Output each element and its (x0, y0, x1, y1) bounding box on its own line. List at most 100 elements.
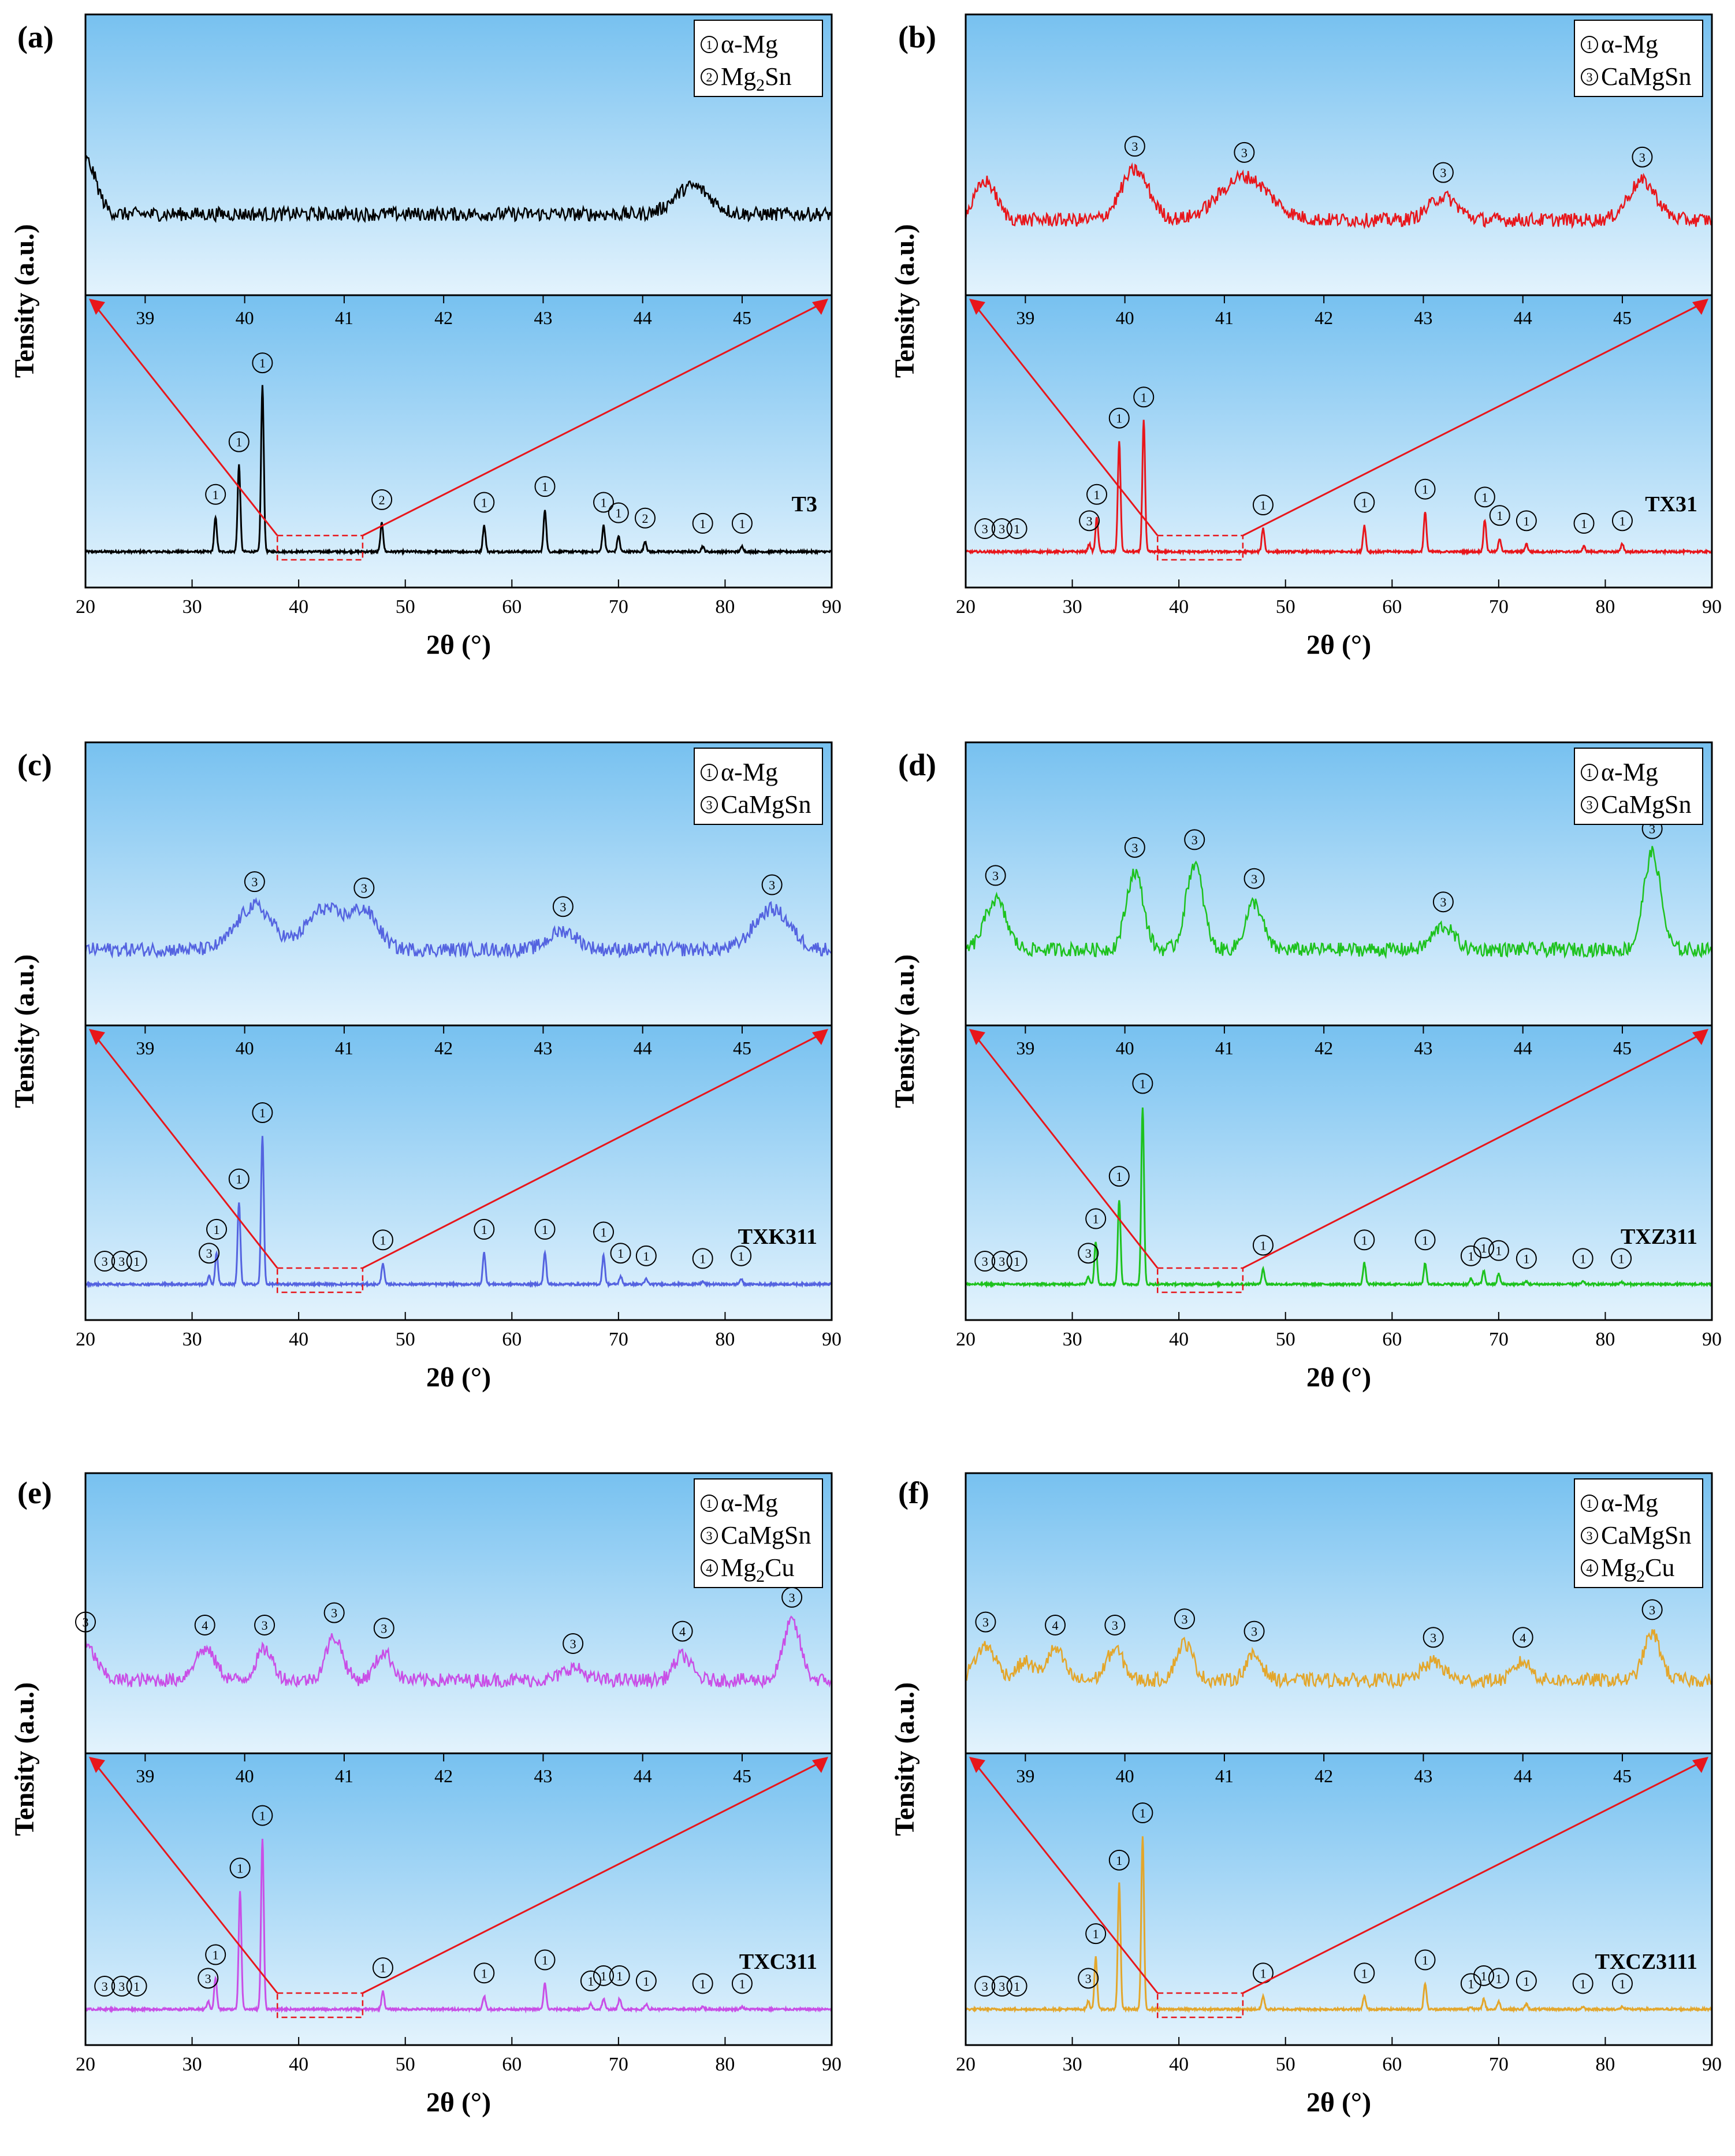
phase-marker: 3 (1079, 510, 1100, 531)
phase-marker: 1 (1460, 1973, 1481, 1994)
x-tick-label: 30 (1063, 2054, 1082, 2075)
axes-frame (84, 13, 833, 589)
inset-tick-label: 39 (136, 1038, 154, 1058)
phase-marker: 1 (692, 1973, 713, 1994)
phase-marker-number: 1 (1093, 1927, 1099, 1941)
legend-symbol-number: 3 (706, 798, 713, 812)
legend-symbol-number: 3 (1587, 798, 1593, 812)
phase-marker: 1 (1516, 1248, 1537, 1269)
main-background (966, 1753, 1712, 2045)
inset-tick-label: 43 (534, 1765, 552, 1786)
main-background (966, 295, 1712, 588)
legend-symbol-number: 4 (1587, 1561, 1593, 1575)
inset-pattern-line (84, 1615, 833, 1690)
phase-marker-number: 1 (1140, 1806, 1146, 1820)
phase-marker-number: 3 (118, 1254, 125, 1269)
x-axis-title: 2θ (°) (1306, 2087, 1371, 2118)
inset-phase-marker: 4 (1512, 1627, 1533, 1648)
legend-symbol-number: 4 (706, 1561, 713, 1575)
phase-marker-number: 1 (1581, 516, 1587, 531)
phase-marker-circle (1108, 1166, 1130, 1187)
phase-marker-circle (94, 1251, 116, 1272)
phase-marker-circle (1086, 484, 1108, 505)
x-tick-label: 80 (715, 1329, 735, 1350)
axes-frame (965, 1472, 1713, 2046)
legend-label: CaMgSn (721, 1521, 811, 1549)
phase-marker: 3 (974, 1976, 996, 1997)
y-axis-title: Tensity (a.u.) (9, 954, 40, 1108)
xrd-pattern-line (965, 419, 1713, 556)
phase-marker: 1 (1006, 1251, 1027, 1272)
legend-symbol (701, 36, 718, 53)
phase-marker-circle (1516, 510, 1537, 531)
zoom-region-box (1156, 1267, 1244, 1293)
phase-marker: 1 (692, 1248, 713, 1269)
phase-marker: 1 (1489, 505, 1510, 526)
inset-tick-label: 44 (1514, 307, 1532, 328)
phase-marker: 3 (94, 1251, 116, 1272)
phase-marker-circle (731, 1973, 753, 1994)
phase-marker: 1 (1474, 486, 1495, 508)
legend-box (1574, 1478, 1703, 1588)
phase-marker-circle (1354, 492, 1375, 513)
phase-marker: 1 (1611, 510, 1633, 531)
phase-marker-number: 1 (1618, 1251, 1625, 1266)
legend-symbol-number: 1 (706, 38, 713, 52)
phase-marker-circle (1473, 1237, 1495, 1259)
phase-marker: 3 (198, 1968, 219, 1989)
phase-marker-number: 1 (1140, 1076, 1146, 1091)
phase-marker-circle (205, 484, 226, 505)
phase-marker-number: 3 (331, 1606, 337, 1620)
phase-marker: 1 (1572, 1973, 1593, 1994)
phase-marker-circle (974, 1976, 996, 1997)
phase-marker-circle (974, 1251, 996, 1272)
x-tick-label: 90 (1702, 596, 1722, 618)
phase-marker-number: 4 (1520, 1630, 1526, 1645)
phase-marker-circle (372, 1229, 393, 1251)
inset-phase-marker: 3 (1432, 891, 1454, 913)
legend-label: α-Mg (721, 1489, 778, 1517)
inset-tick-label: 40 (1116, 307, 1134, 328)
legend-label: α-Mg (1601, 1489, 1658, 1517)
phase-marker: 1 (1473, 1237, 1495, 1259)
x-tick-label: 90 (1702, 1329, 1722, 1350)
legend-symbol-number: 3 (706, 1529, 713, 1543)
axes-frame (84, 1472, 833, 2046)
phase-marker: 1 (1573, 512, 1595, 534)
inset-tick-label: 44 (634, 1765, 652, 1786)
phase-marker-circle (593, 1221, 615, 1243)
phase-marker-circle (252, 1102, 273, 1123)
x-tick-label: 70 (609, 1329, 628, 1350)
legend-box (1574, 748, 1703, 825)
phase-marker-number: 1 (481, 495, 487, 510)
phase-marker: 1 (1572, 1248, 1593, 1269)
phase-marker-number: 1 (237, 1861, 243, 1875)
phase-marker: 1 (1354, 1229, 1375, 1251)
legend-symbol-number: 1 (1587, 765, 1593, 780)
x-tick-label: 30 (183, 2054, 202, 2075)
phase-marker: 1 (1611, 1248, 1632, 1269)
phase-marker-circle (974, 518, 996, 539)
inset-phase-marker: 4 (194, 1614, 215, 1635)
phase-marker-number: 1 (1523, 1251, 1529, 1266)
phase-marker-circle (1006, 1251, 1027, 1272)
phase-marker-circle (635, 507, 656, 529)
legend-symbol (701, 796, 718, 813)
inset-phase-marker: 3 (1641, 1599, 1663, 1620)
phase-marker-number: 1 (1116, 1169, 1122, 1184)
legend-symbol (701, 1527, 718, 1544)
legend-symbol-number: 1 (1587, 38, 1593, 52)
x-tick-label: 70 (609, 596, 628, 618)
phase-marker-number: 3 (1131, 139, 1138, 154)
phase-marker-circle (1432, 162, 1454, 183)
phase-marker-circle (1572, 1248, 1593, 1269)
inset-pattern-line (84, 154, 833, 224)
phase-marker-circle (1432, 891, 1454, 913)
inset-phase-marker: 3 (1124, 136, 1145, 157)
zoom-arrow-right (362, 1759, 825, 1994)
phase-marker: 1 (1354, 1962, 1375, 1984)
phase-marker-circle (1512, 1627, 1533, 1648)
phase-marker-number: 1 (616, 1969, 623, 1983)
x-tick-label: 50 (396, 596, 415, 618)
phase-marker: 1 (206, 1218, 228, 1240)
